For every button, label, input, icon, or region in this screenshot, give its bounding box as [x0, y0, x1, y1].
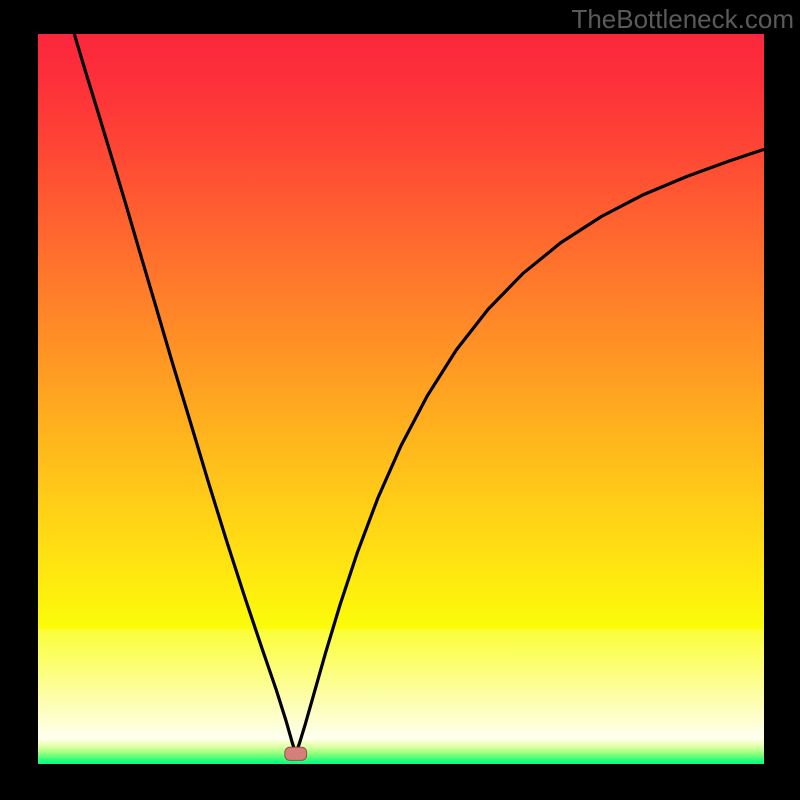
chart-stage: TheBottleneck.com [0, 0, 800, 800]
optimal-point-marker [285, 747, 307, 760]
plot-gradient-background [38, 34, 764, 764]
bottleneck-chart [0, 0, 800, 800]
